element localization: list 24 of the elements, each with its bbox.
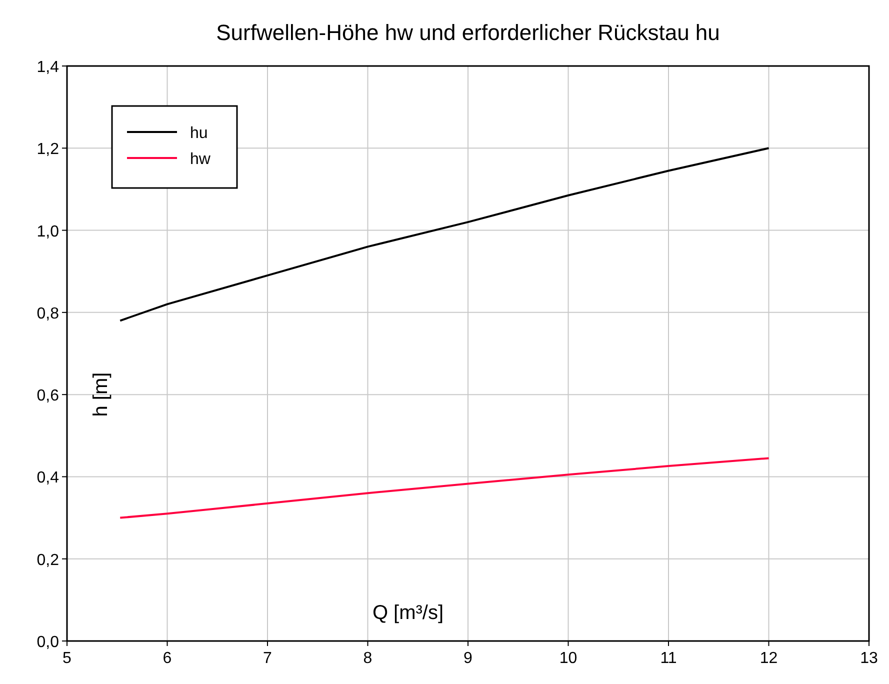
x-axis-title: Q [m³/s] — [372, 602, 444, 624]
line-series — [119, 457, 770, 519]
x-tick-label: 12 — [760, 650, 778, 667]
y-tick-label: 0,0 — [36, 634, 60, 651]
x-tick-label: 10 — [559, 650, 578, 667]
x-tick-label: 6 — [162, 650, 172, 667]
y-tick-label: 1,2 — [36, 141, 60, 158]
x-tick-label: 9 — [464, 650, 473, 667]
x-tick-label: 11 — [660, 650, 677, 667]
y-tick-label: 0,6 — [36, 388, 60, 405]
x-tick-label: 7 — [263, 650, 272, 667]
chart-title: Surfwellen-Höhe hw und erforderlicher Rückstau hu — [216, 20, 720, 45]
line-series — [119, 147, 770, 322]
y-tick-label: 0,8 — [36, 305, 60, 322]
legend-label: hw — [190, 151, 211, 168]
x-tick-label: 13 — [860, 650, 878, 667]
legend-label: hu — [190, 125, 208, 142]
x-tick-label: 8 — [363, 650, 372, 667]
y-tick-label: 0,2 — [36, 552, 60, 569]
y-tick-label: 1,0 — [36, 223, 60, 240]
x-tick-label: 5 — [62, 650, 72, 667]
y-tick-label: 1,4 — [36, 59, 60, 76]
y-axis-title: h [m] — [90, 372, 112, 417]
y-tick-label: 0,4 — [36, 470, 60, 487]
